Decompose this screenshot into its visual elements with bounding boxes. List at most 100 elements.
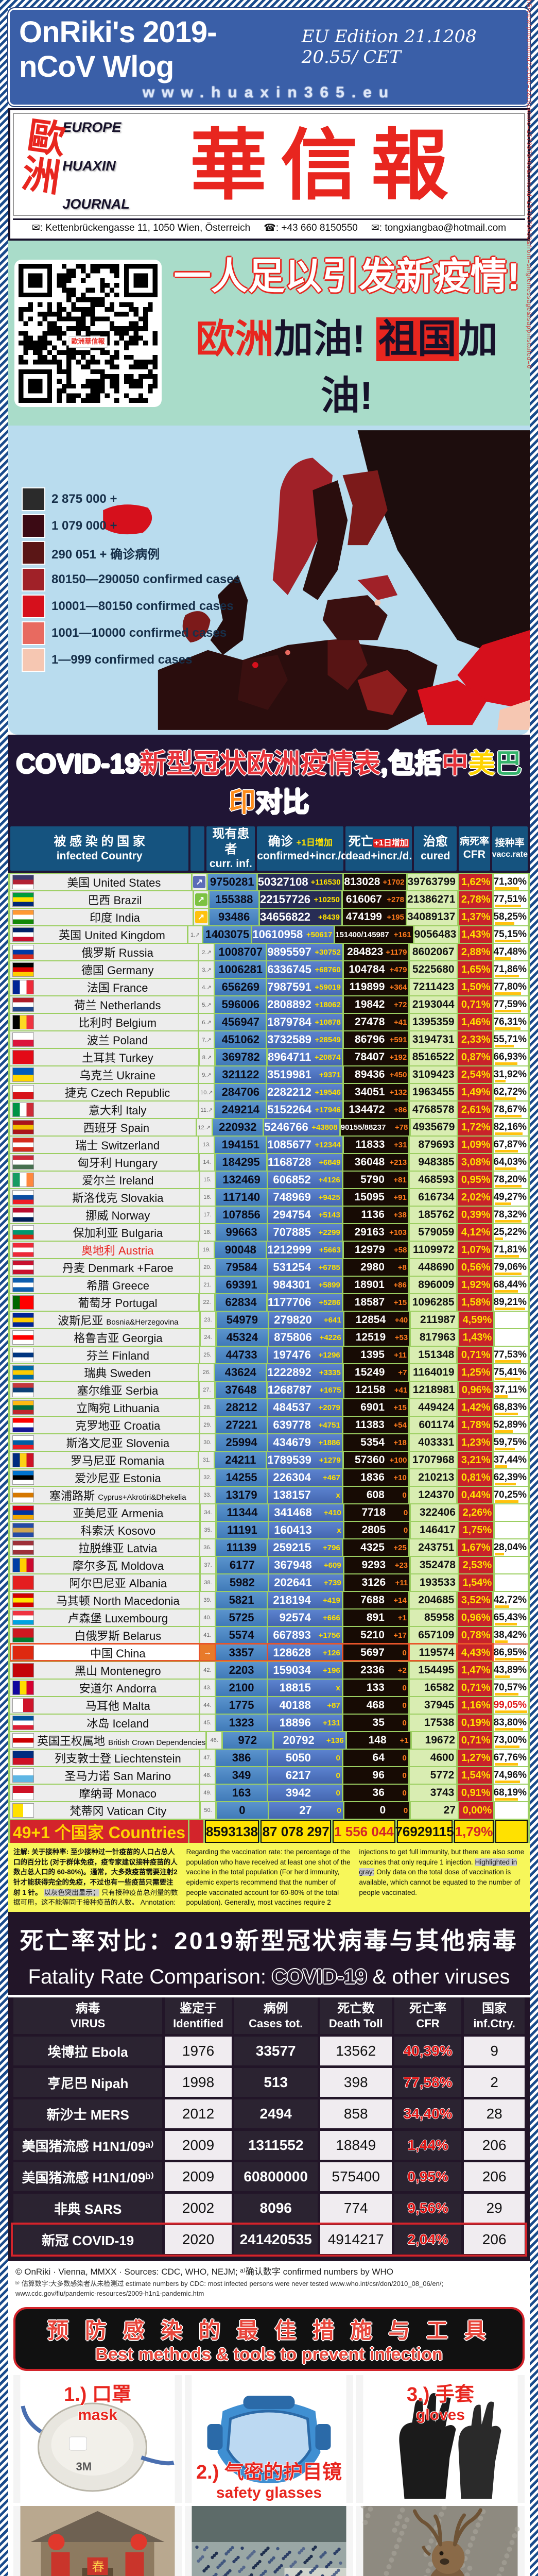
confirmed-total: 18815 [280,1681,311,1694]
vaccrate-cell [495,1504,528,1521]
cfr-cell: 4,12% [458,1224,492,1241]
confirmed-increase: +1296 [314,1351,340,1360]
country-name: 立陶宛 Lithuania [37,1399,199,1416]
annotation-notes: 注解: 关于接种率: 至少接种过一针疫苗的人口占总人口的百分比 (对于群体免疫，… [8,1843,530,1911]
vaccrate-bar [495,1167,517,1170]
dead-total: 96 [373,1769,385,1782]
vaccrate-cell: 78,20% [494,1172,528,1188]
country-cell: 芬兰 Finland [10,1347,199,1363]
confirmed-cell: 22157726+10250 [260,891,341,908]
dead-total: 4325 [360,1541,385,1554]
dead-total: 9293 [361,1559,386,1571]
total-cell: 1,79% [454,1820,494,1843]
dead-increase: +450 [387,1071,407,1079]
country-name: 列支敦士登 Liechtenstein [37,1750,199,1766]
virus-identified: 1998 [165,2068,231,2097]
email-text: ✉: tongxiangbao@hotmail.com [371,222,506,234]
confirmed-total: 484537 [273,1401,310,1414]
dead-total: 12158 [355,1384,385,1396]
rank-cell: 41. [200,1627,215,1643]
confirmed-cell: 1177706+5286 [268,1294,342,1311]
flag-icon [12,997,34,1012]
slogan-part: 加油! [274,317,376,361]
cfr-cell: 0,71% [458,996,492,1013]
virus-deaths: 398 [320,2068,392,2097]
current-infections: 90048 [215,1242,266,1258]
address-bar: ✉: Kettenbrückengasse 11, 1050 Wien, Öst… [13,218,525,236]
confirmed-total: 707885 [273,1226,310,1239]
dead-increase: 0 [387,1491,407,1500]
cfr-cell: 1,25% [458,1364,492,1381]
vaccrate-bar [495,1781,520,1783]
dead-cell: 2336+2 [343,1662,408,1679]
dead-increase: 0 [388,1509,408,1517]
cfr-cell: 0,87% [458,1049,492,1065]
current-infections: 163 [216,1785,267,1801]
dead-total: 474199 [346,911,382,923]
cfr-cell: 3,52% [458,1592,492,1608]
rank-cell: 18. [200,1224,215,1241]
table-title-part: 巴 [495,749,522,779]
vaccrate-cell: 75,15% [494,926,528,943]
dead-increase: +278 [385,895,404,904]
confirmed-total: 1789539 [267,1453,311,1467]
cured-cell: 817963 [411,1329,458,1346]
total-cell [495,1820,528,1843]
rank-cell: 49. [200,1785,215,1801]
cured-cell: 616734 [410,1189,456,1206]
flag-icon [12,1173,34,1187]
address-text: ✉: Kettenbrückengasse 11, 1050 Wien, Öst… [32,222,250,234]
vaccrate-bar [495,1413,518,1415]
legend-entry: 80150—290050 confirmed cases [22,568,240,591]
phone-text: ☎: +43 660 8150550 [264,222,358,234]
country-name: 瑞士 Switzerland [37,1137,198,1153]
vaccrate-cell: 49,27% [494,1189,528,1206]
virus-cases: 513 [234,2068,318,2097]
flag-icon [12,1295,34,1310]
country-cell: 希腊 Greece [10,1277,199,1293]
confirmed-total: 1168728 [268,1156,311,1169]
dead-total: 11383 [355,1419,385,1431]
confirmed-cell: 639778+4751 [268,1417,342,1433]
country-name: 芬兰 Finland [37,1347,199,1363]
rank-cell: 40. [200,1609,215,1626]
country-cell: 立陶宛 Lithuania [10,1399,199,1416]
dead-cell: 27478+41 [344,1014,409,1030]
vaccrate-bar [495,1745,520,1748]
rank-cell: 27. [200,1382,214,1398]
confirmed-increase: +666 [314,1614,340,1622]
confirmed-total: 434679 [273,1436,310,1449]
confirmed-increase: +28549 [314,1036,341,1044]
country-cell: 梵蒂冈 Vatican City [10,1802,199,1819]
flag-icon [12,1400,34,1415]
dead-cell: 12519+53 [344,1329,409,1346]
current-infections: 14255 [216,1469,267,1486]
virus-name: 亨尼巴 Nipah [13,2068,162,2097]
dead-cell: 29163+103 [343,1224,408,1241]
legend-entry: 2 875 000 + [22,487,240,511]
dead-total: 36048 [355,1156,385,1168]
country-name: 冰岛 Iceland [37,1715,199,1731]
legend-entry: 290 051 + 确诊病例 [22,541,240,565]
confirmed-increase: +19546 [314,1088,341,1097]
dead-total: 7718 [361,1506,386,1519]
country-name: 德国 Germany [37,961,198,978]
vaccrate-cell: 71,86% [494,961,528,978]
flag-icon [12,1628,34,1642]
dead-cell: 12854+40 [344,1312,409,1328]
confirmed-total: 40188 [280,1699,311,1712]
legend-swatch [22,514,45,538]
flag-icon [12,927,34,942]
confirmed-total: 1879784 [267,1015,311,1029]
confirmed-cell: 226304+467 [268,1469,342,1486]
confirmed-increase: +50617 [305,930,332,939]
dead-increase: +53 [388,1333,408,1342]
flag-icon [12,1208,34,1222]
flag-icon [12,1470,34,1485]
